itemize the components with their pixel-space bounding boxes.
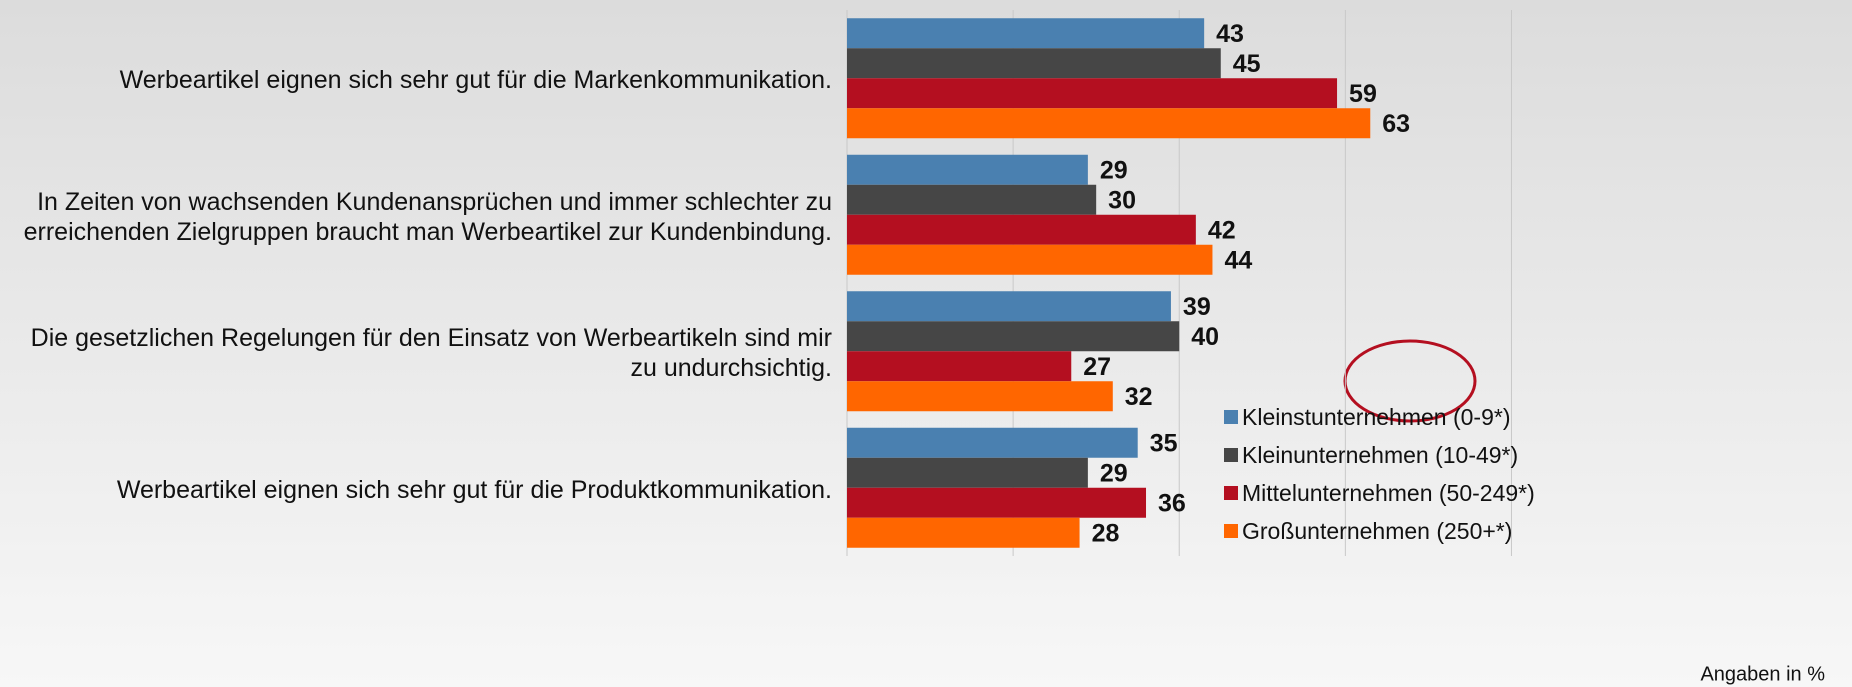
value-label: 35 <box>1150 429 1178 457</box>
legend-swatch <box>1224 448 1238 462</box>
category-label: Werbeartikel eignen sich sehr gut für di… <box>116 475 832 504</box>
bar <box>847 457 1088 488</box>
bar <box>847 18 1205 49</box>
bar <box>847 291 1171 322</box>
bar <box>847 108 1371 139</box>
legend-swatch <box>1224 410 1238 424</box>
value-label: 43 <box>1216 20 1244 48</box>
bar <box>847 487 1147 518</box>
value-label: 39 <box>1183 293 1211 321</box>
bar <box>847 48 1221 79</box>
value-label: 29 <box>1100 459 1128 487</box>
bar <box>847 78 1338 109</box>
legend-label: Kleinstunternehmen (0-9*) <box>1242 404 1510 430</box>
value-label: 30 <box>1108 186 1136 214</box>
value-label: 29 <box>1100 156 1128 184</box>
category-label: Werbeartikel eignen sich sehr gut für di… <box>119 66 832 95</box>
value-label: 27 <box>1083 353 1111 381</box>
bar <box>847 154 1088 185</box>
bar <box>847 321 1180 352</box>
annotation: Angaben in % <box>1700 663 1825 685</box>
value-label: 44 <box>1224 246 1252 274</box>
legend-swatch <box>1224 486 1238 500</box>
value-label: 36 <box>1158 489 1186 517</box>
legend-swatch <box>1224 524 1238 538</box>
bar <box>847 214 1196 245</box>
value-label: 40 <box>1191 323 1219 351</box>
category-label: In Zeiten von wachsenden Kundenansprüche… <box>23 187 832 246</box>
value-label: 45 <box>1233 50 1261 78</box>
category-label: Die gesetzlichen Regelungen für den Eins… <box>30 324 832 383</box>
legend-label: Mittelunternehmen (50-249*) <box>1242 480 1535 506</box>
legend-label: Kleinunternehmen (10-49*) <box>1242 442 1518 468</box>
bar <box>847 184 1097 215</box>
bar <box>847 381 1113 412</box>
bar <box>847 427 1138 458</box>
bar <box>847 351 1072 382</box>
bar <box>847 517 1080 548</box>
value-label: 42 <box>1208 216 1236 244</box>
legend-label: Großunternehmen (250+*) <box>1242 518 1512 544</box>
value-label: 59 <box>1349 80 1377 108</box>
value-label: 32 <box>1125 383 1153 411</box>
bar <box>847 244 1213 275</box>
value-label: 63 <box>1382 110 1410 138</box>
value-label: 28 <box>1092 519 1120 547</box>
